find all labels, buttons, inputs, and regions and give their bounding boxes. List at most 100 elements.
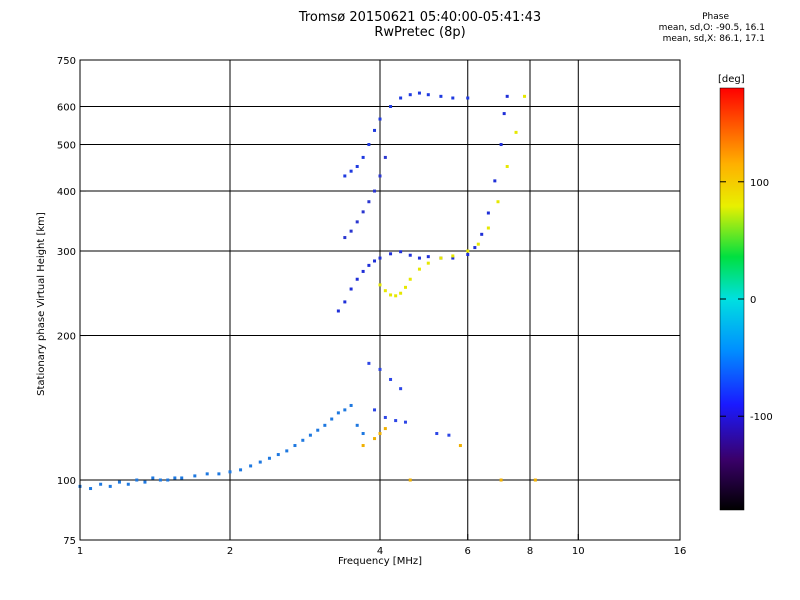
data-point	[403, 420, 407, 424]
data-point	[408, 93, 412, 97]
data-point	[389, 252, 393, 256]
phase-x-stats: mean, sd,X: 86.1, 17.1	[662, 34, 765, 44]
data-point	[378, 367, 382, 371]
data-point	[373, 408, 377, 412]
data-point	[399, 291, 403, 295]
data-point	[435, 432, 439, 436]
data-point	[343, 300, 347, 304]
data-point	[439, 94, 443, 98]
y-tick-label: 400	[57, 187, 76, 198]
data-point	[276, 453, 280, 457]
data-point	[166, 478, 170, 482]
data-point	[249, 464, 253, 468]
x-tick-label: 4	[377, 546, 383, 557]
data-point	[394, 419, 398, 423]
data-point	[378, 117, 382, 121]
data-point	[336, 411, 340, 415]
axis-ticks: 1 2 4 6 8 10 16 75 100 200 300 400 500 600 750	[57, 56, 686, 557]
data-point	[267, 456, 271, 460]
y-tick-label: 75	[63, 536, 76, 547]
data-point	[408, 478, 412, 482]
data-point	[439, 256, 443, 260]
data-point	[355, 277, 359, 281]
data-point	[466, 253, 470, 257]
chart-subtitle: RwPretec (8p)	[374, 25, 466, 40]
colorbar-tick-label: 100	[750, 178, 769, 189]
data-point	[399, 250, 403, 254]
grid-lines	[80, 60, 680, 540]
y-tick-label: 100	[57, 476, 76, 487]
data-point	[367, 200, 371, 204]
data-point	[378, 174, 382, 178]
data-point	[373, 189, 377, 193]
data-point	[367, 143, 371, 147]
data-point	[486, 211, 490, 215]
data-point	[505, 94, 509, 98]
x-tick-label: 1	[77, 546, 83, 557]
data-point	[361, 155, 365, 159]
data-point	[426, 255, 430, 259]
data-point	[383, 415, 387, 419]
chart-title-block: Tromsø 20150621 05:40:00-05:41:43 RwPret…	[140, 10, 700, 40]
x-tick-label: 16	[674, 546, 687, 557]
data-point	[403, 285, 407, 289]
data-point	[361, 210, 365, 214]
data-point	[399, 96, 403, 100]
data-point	[143, 480, 147, 484]
data-point	[378, 256, 382, 260]
data-point	[505, 164, 509, 168]
data-point	[399, 387, 403, 391]
data-point	[367, 361, 371, 365]
data-point	[417, 256, 421, 260]
data-point	[383, 155, 387, 159]
y-tick-label: 500	[57, 141, 76, 152]
data-point	[499, 478, 503, 482]
data-point	[451, 256, 455, 260]
data-point	[316, 428, 320, 432]
y-axis-label: Stationary phase Virtual Height [km]	[36, 212, 47, 396]
x-tick-label: 8	[527, 546, 533, 557]
colorbar-unit-label: [deg]	[718, 74, 745, 85]
data-point	[343, 174, 347, 178]
data-point	[343, 236, 347, 240]
phase-colorbar: [deg] 100 0 -100	[718, 74, 773, 511]
data-point	[466, 249, 470, 253]
data-point	[355, 220, 359, 224]
data-point	[89, 487, 93, 491]
data-point	[158, 478, 162, 482]
data-point	[378, 432, 382, 436]
y-tick-label: 600	[57, 103, 76, 114]
data-point	[383, 427, 387, 431]
data-point	[151, 476, 155, 480]
data-point	[301, 438, 305, 442]
data-point	[451, 96, 455, 100]
data-point	[205, 472, 209, 476]
x-tick-label: 10	[572, 546, 585, 557]
data-point	[355, 423, 359, 427]
data-point	[349, 169, 353, 173]
data-point	[378, 283, 382, 287]
data-points	[78, 91, 537, 491]
data-point	[496, 200, 500, 204]
data-point	[480, 232, 484, 236]
data-point	[108, 484, 112, 488]
y-tick-label: 200	[57, 332, 76, 343]
data-point	[193, 474, 197, 478]
data-point	[217, 472, 221, 476]
data-point	[499, 143, 503, 147]
phase-o-stats: mean, sd,O: -90.5, 16.1	[658, 23, 765, 33]
data-point	[258, 460, 262, 464]
data-point	[476, 242, 480, 246]
phase-stats: Phase mean, sd,O: -90.5, 16.1 mean, sd,X…	[580, 12, 765, 45]
x-axis-label: Frequency [MHz]	[337, 556, 423, 567]
data-point	[451, 254, 455, 258]
data-point	[343, 408, 347, 412]
data-point	[173, 476, 177, 480]
data-point	[126, 482, 130, 486]
x-tick-label: 2	[227, 546, 233, 557]
data-point	[426, 261, 430, 265]
data-point	[389, 293, 393, 297]
phase-heading: Phase	[702, 12, 729, 22]
data-point	[408, 253, 412, 257]
